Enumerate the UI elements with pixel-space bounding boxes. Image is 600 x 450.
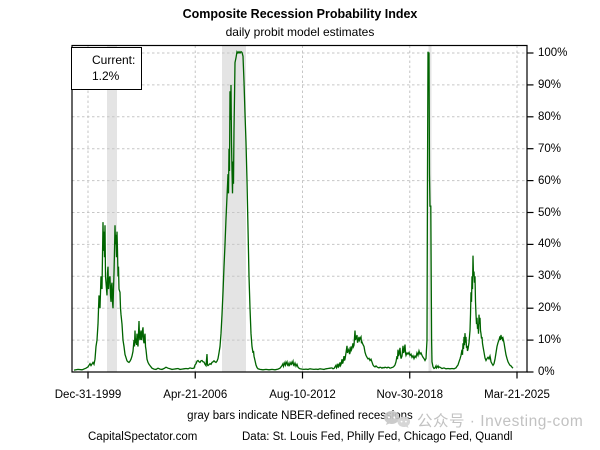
- y-tick-label: 80%: [538, 110, 562, 123]
- source-site: CapitalSpectator.com: [88, 431, 198, 443]
- current-value-callout: Current: 1.2%: [71, 47, 142, 90]
- x-tick-label: Mar-21-2025: [484, 389, 550, 401]
- x-tick-label: Dec-31-1999: [54, 389, 122, 401]
- plot-border: [71, 44, 528, 373]
- x-tick-label: Nov-30-2018: [376, 389, 443, 401]
- chat-bubbles-icon: [384, 411, 411, 428]
- recession-band: [428, 45, 432, 372]
- series-line: [73, 50, 514, 371]
- x-tick-label: Apr-21-2006: [163, 389, 228, 401]
- x-tick-label: Aug-10-2012: [269, 389, 336, 401]
- y-tick-label: 90%: [538, 78, 562, 91]
- data-sources: Data: St. Louis Fed, Philly Fed, Chicago…: [242, 431, 513, 443]
- current-value: 1.2%: [92, 69, 120, 83]
- watermark: 公众号 · Investing-com: [383, 409, 583, 431]
- y-tick-label: 30%: [538, 270, 562, 283]
- y-tick-label: 100%: [538, 47, 568, 59]
- y-tick-label: 70%: [538, 142, 562, 155]
- y-tick-label: 50%: [538, 206, 562, 219]
- y-tick-label: 10%: [538, 334, 562, 347]
- chart-title: Composite Recession Probability Index: [182, 7, 418, 21]
- chart-subtitle: daily probit model estimates: [225, 25, 375, 39]
- recession-bands-caption: gray bars indicate NBER-defined recessio…: [187, 410, 413, 422]
- recession-band: [107, 45, 117, 372]
- current-label: Current:: [92, 53, 136, 67]
- y-tick-label: 40%: [538, 238, 562, 251]
- watermark-text: 公众号 · Investing-com: [417, 413, 584, 430]
- y-tick-label: 60%: [538, 174, 562, 187]
- y-tick-label: 0%: [538, 366, 555, 378]
- y-tick-label: 20%: [538, 302, 562, 315]
